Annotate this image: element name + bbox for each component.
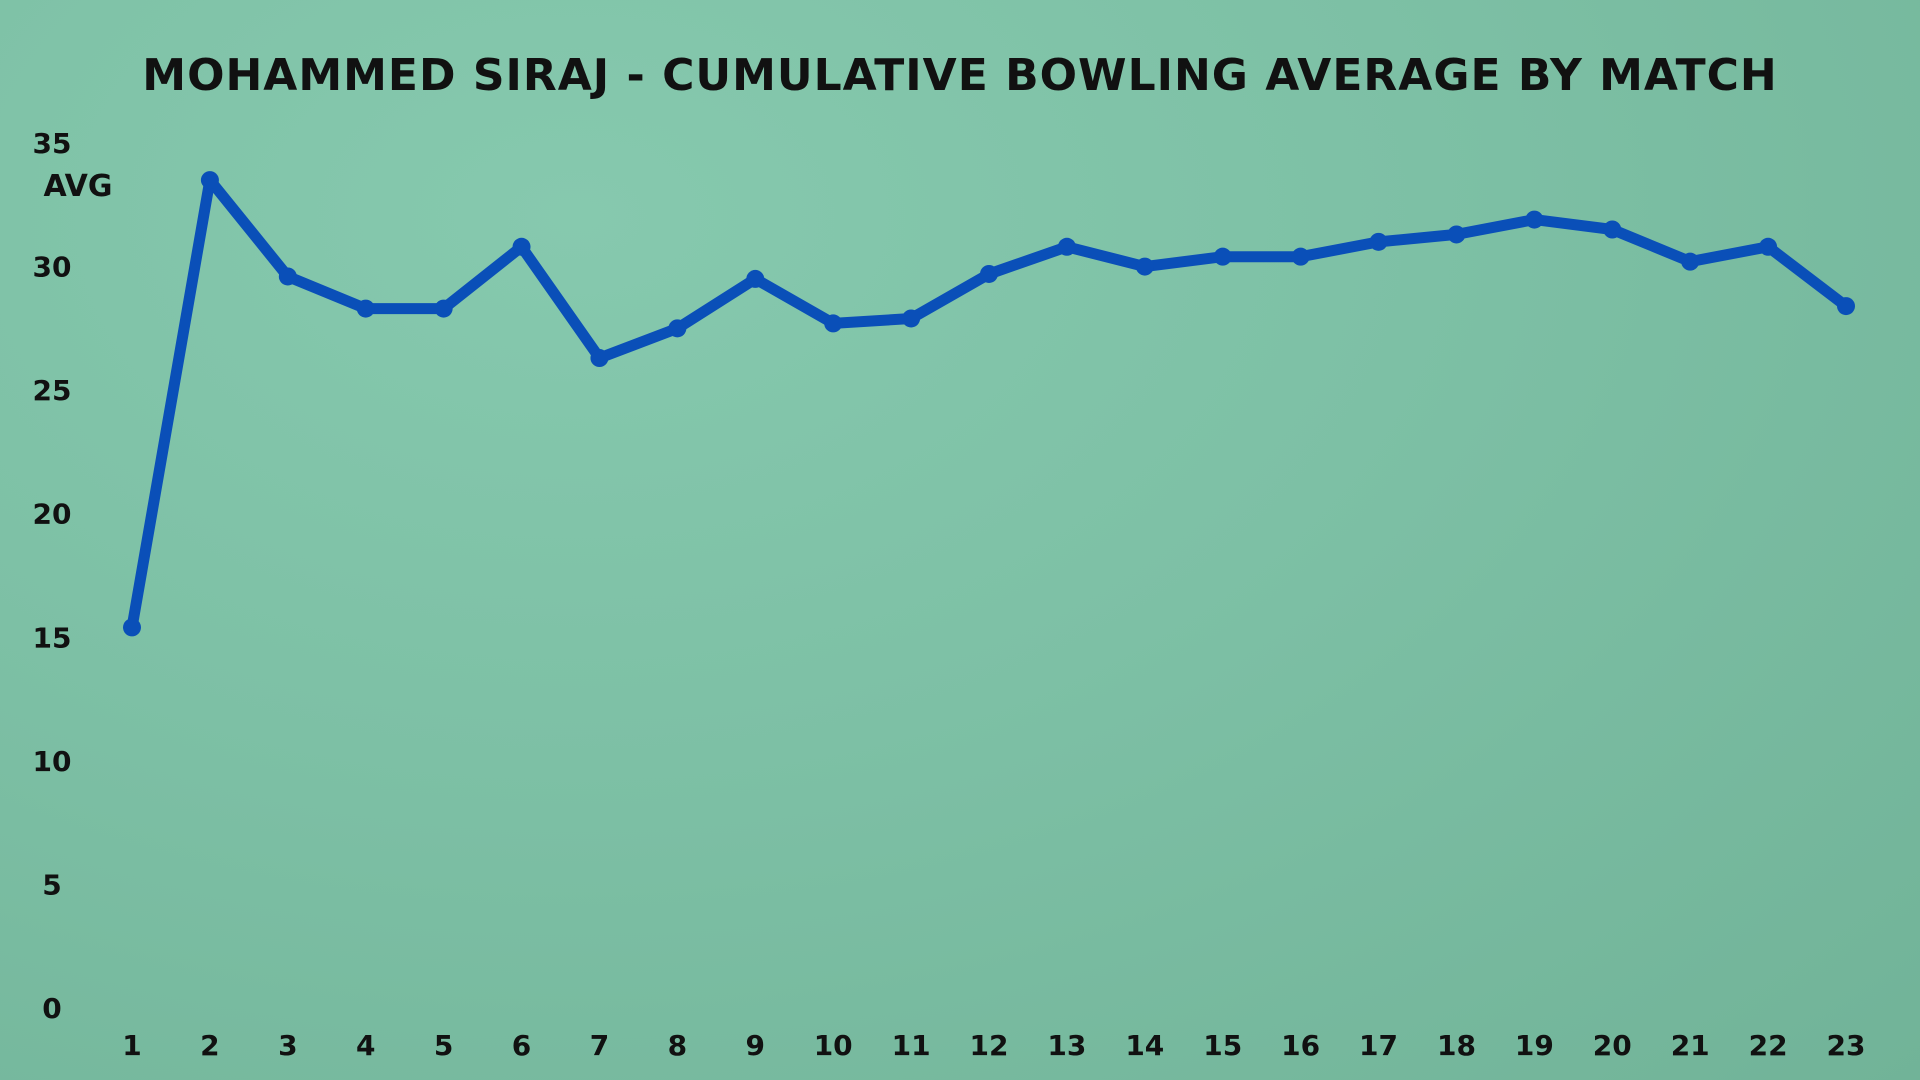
x-tick-label: 14 xyxy=(1125,1029,1164,1062)
x-tick-label: 6 xyxy=(512,1029,531,1062)
x-tick-label: 23 xyxy=(1827,1029,1866,1062)
series-line xyxy=(126,174,1852,633)
x-tick-label: 2 xyxy=(200,1029,219,1062)
y-tick-label: 25 xyxy=(33,374,72,407)
data-point xyxy=(1759,237,1778,256)
chart-title: MOHAMMED SIRAJ - CUMULATIVE BOWLING AVER… xyxy=(142,50,1777,101)
data-point xyxy=(1681,252,1700,271)
data-point xyxy=(746,269,765,288)
y-tick-label: 5 xyxy=(42,868,61,901)
data-point xyxy=(278,267,297,286)
data-point xyxy=(1135,257,1154,276)
x-tick-label: 20 xyxy=(1593,1029,1632,1062)
y-tick-label: 30 xyxy=(33,251,72,284)
data-point xyxy=(902,309,921,328)
data-point xyxy=(1525,210,1544,229)
data-point xyxy=(1837,297,1855,316)
x-tick-label: 17 xyxy=(1359,1029,1398,1062)
y-tick-label: 35 xyxy=(33,127,72,160)
data-point xyxy=(1213,247,1232,266)
x-tick-label: 21 xyxy=(1671,1029,1710,1062)
data-point xyxy=(1447,225,1466,244)
data-point xyxy=(1603,220,1622,239)
data-point xyxy=(356,299,375,318)
data-point xyxy=(1369,232,1388,251)
data-point xyxy=(200,171,219,190)
y-tick-label: 15 xyxy=(33,621,72,654)
x-tick-label: 13 xyxy=(1047,1029,1086,1062)
data-point xyxy=(1057,237,1076,256)
data-point xyxy=(824,314,843,333)
x-tick-label: 1 xyxy=(122,1029,141,1062)
series-layer xyxy=(123,171,1855,637)
data-point xyxy=(1291,247,1310,266)
x-tick-label: 9 xyxy=(746,1029,765,1062)
data-point xyxy=(434,299,453,318)
x-tick-label: 11 xyxy=(892,1029,931,1062)
x-tick-label: 5 xyxy=(434,1029,453,1062)
data-point xyxy=(590,349,609,368)
x-tick-label: 8 xyxy=(668,1029,687,1062)
x-tick-label: 18 xyxy=(1437,1029,1476,1062)
x-tick-label: 15 xyxy=(1203,1029,1242,1062)
y-axis-label: AVG xyxy=(43,169,112,204)
data-point xyxy=(512,237,531,256)
x-tick-label: 10 xyxy=(814,1029,853,1062)
x-tick-label: 22 xyxy=(1749,1029,1788,1062)
x-axis-ticks: 1 2 3 4 5 6 7 8 9 10 11 12 13 14 15 16 17 18 19 20 21 22 23 xyxy=(122,1029,1865,1062)
x-tick-label: 16 xyxy=(1281,1029,1320,1062)
y-tick-label: 10 xyxy=(33,745,72,778)
data-point xyxy=(123,618,141,637)
x-tick-label: 4 xyxy=(356,1029,375,1062)
y-tick-label: 20 xyxy=(33,498,72,531)
x-tick-label: 12 xyxy=(970,1029,1009,1062)
x-tick-label: 3 xyxy=(278,1029,297,1062)
y-tick-label: 0 xyxy=(42,992,61,1025)
data-point xyxy=(668,319,687,338)
data-point xyxy=(980,264,998,283)
x-tick-label: 19 xyxy=(1515,1029,1554,1062)
y-axis-ticks: 0 5 10 15 20 25 30 35 xyxy=(33,127,72,1025)
x-tick-label: 7 xyxy=(590,1029,609,1062)
